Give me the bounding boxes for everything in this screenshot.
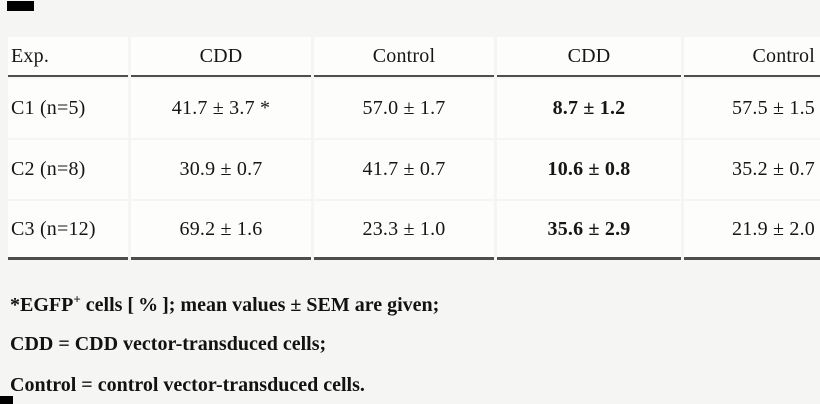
footnote-egfp-prefix: *EGFP [10,294,74,316]
row-c2-cdd-1: 30.9 ± 0.7 [131,140,311,199]
row-c3-cdd-2: 35.6 ± 2.9 [497,201,681,260]
footnote-control-definition: Control = control vector-transduced cell… [10,374,365,396]
footnote-egfp-superscript-plus: + [73,291,81,307]
row-c3-control-1: 23.3 ± 1.0 [314,201,494,260]
row-c2-label: C2 (n=8) [8,140,128,199]
row-c1-cdd-2: 8.7 ± 1.2 [497,79,681,138]
row-c2-cdd-2: 10.6 ± 0.8 [497,140,681,199]
row-c1-control-1: 57.0 ± 1.7 [314,79,494,138]
footnote-egfp: *EGFP+ cells [ % ]; mean values ± SEM ar… [10,291,439,319]
column-header-cdd-1: CDD [131,37,311,77]
column-header-control-1: Control [314,37,494,77]
footnote-egfp-rest: cells [ % ]; mean values ± SEM are given… [80,294,440,316]
footnote-cdd-definition: CDD = CDD vector-transduced cells; [10,333,327,355]
row-c2-control-2: 35.2 ± 0.7 [684,140,820,199]
row-c1-cdd-1: 41.7 ± 3.7 * [131,79,311,138]
scan-artifact-top-left [7,1,34,11]
scan-artifact-bottom-left [0,396,13,404]
column-header-control-2: Control [684,37,820,77]
column-header-exp: Exp. [8,37,128,77]
row-c3-cdd-1: 69.2 ± 1.6 [131,201,311,260]
row-c3-control-2: 21.9 ± 2.0 [684,201,820,260]
row-c2-control-1: 41.7 ± 0.7 [314,140,494,199]
row-c1-label: C1 (n=5) [8,79,128,138]
row-c3-label: C3 (n=12) [8,201,128,260]
results-table: Exp. CDD Control CDD Control C1 (n=5) 41… [8,37,820,260]
column-header-cdd-2: CDD [497,37,681,77]
row-c1-control-2: 57.5 ± 1.5 [684,79,820,138]
